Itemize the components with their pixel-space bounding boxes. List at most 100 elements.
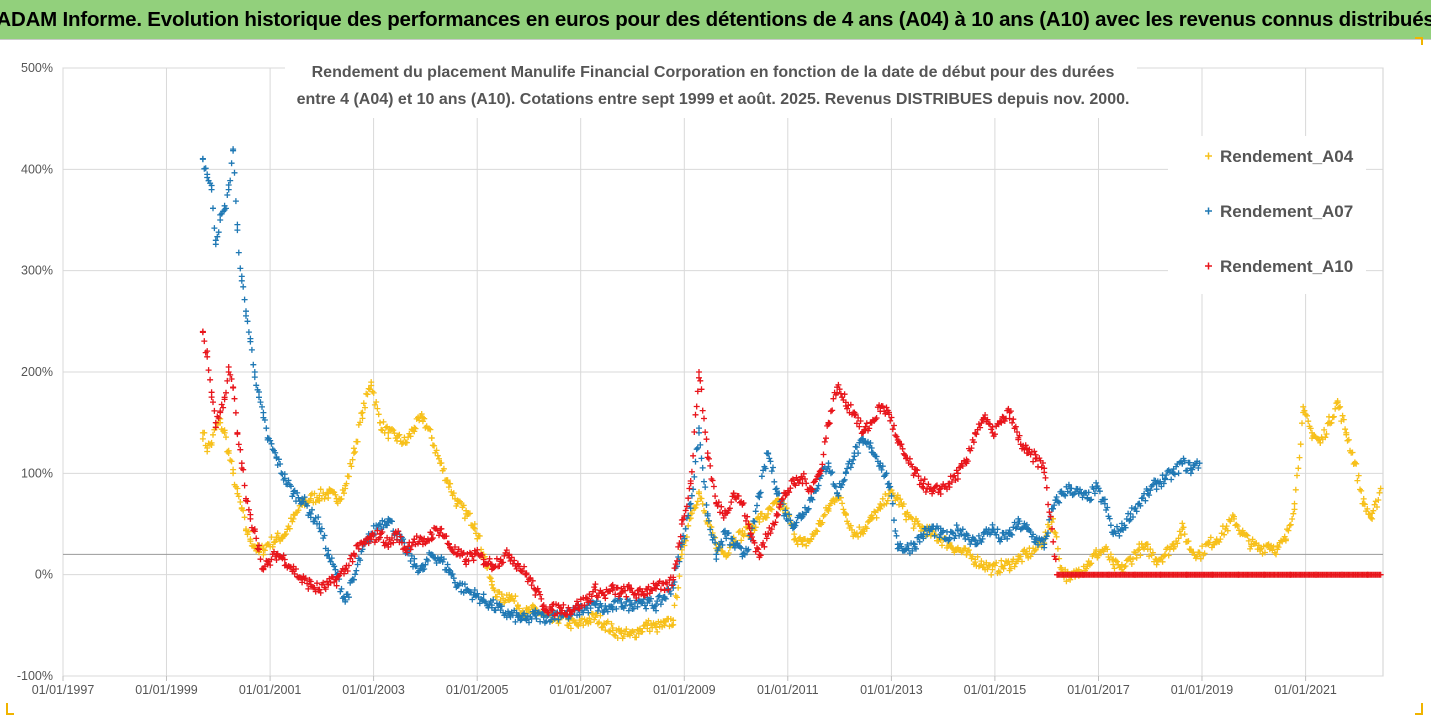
data-point [1009,419,1016,426]
data-point [549,607,556,614]
data-point [349,558,356,565]
data-point [349,456,356,463]
data-point [920,480,927,487]
data-point [972,541,979,548]
data-point [688,468,695,475]
data-point [302,575,309,582]
data-point [791,531,798,538]
data-point [752,508,759,515]
data-point [251,526,258,533]
data-point [877,404,884,411]
data-point [341,490,347,497]
data-point [815,482,822,489]
data-point [972,556,979,563]
data-point [299,495,306,502]
data-point [263,425,270,432]
data-point [1351,460,1358,467]
data-point [803,542,810,549]
data-point [1054,571,1061,578]
data-point [450,575,457,582]
data-point [930,487,937,494]
data-point [288,483,294,490]
data-point [863,525,870,532]
data-point [755,546,762,553]
data-point [245,329,252,336]
data-point [1049,525,1055,532]
data-point [818,467,825,474]
data-point [328,555,335,562]
data-point [463,586,470,593]
data-point [950,473,957,480]
data-point [648,595,654,602]
data-point [307,581,314,588]
data-point [204,348,211,355]
data-point [373,399,380,405]
data-point [488,581,495,588]
data-point [1043,484,1050,491]
data-point [860,429,867,436]
data-point [789,476,796,483]
data-point [747,531,754,538]
data-point [1006,561,1013,568]
data-point [1211,541,1218,548]
data-point [704,521,711,527]
data-point [1031,448,1038,455]
data-point [506,597,513,604]
data-point [733,496,740,503]
data-point [805,505,812,512]
data-point [345,473,352,480]
data-point [285,477,292,484]
data-point [448,571,455,578]
data-point [594,594,601,601]
data-point [238,277,245,284]
data-point [1093,551,1100,558]
data-point [1144,490,1151,497]
data-point [825,419,832,426]
data-point [389,535,395,541]
data-point [900,501,907,507]
data-point [772,519,779,526]
data-point [471,521,478,527]
data-point [901,452,908,459]
data-point [224,377,231,384]
data-point [1171,471,1178,478]
data-point [1244,532,1251,539]
data-point [497,597,504,603]
data-point [873,514,880,521]
data-point [1326,419,1332,426]
data-point [693,446,700,453]
data-point [1017,553,1024,560]
data-point [609,586,616,593]
data-point [422,561,429,568]
data-point [210,399,216,406]
data-point [411,555,418,562]
frame-corner-mark [1415,37,1423,45]
data-point [911,541,918,548]
data-point [1041,541,1048,548]
data-point [325,581,332,588]
data-point [1299,420,1305,427]
data-point [1344,437,1351,444]
data-point [555,616,562,623]
data-point [709,477,716,484]
data-point [234,490,241,497]
data-point [208,186,215,193]
data-point [851,450,858,457]
data-point [860,439,867,446]
data-point [503,547,510,554]
data-point [295,494,302,501]
data-point [1174,540,1181,547]
x-tick-label: 01/01/1999 [135,683,198,697]
data-point [1027,553,1034,560]
data-point [633,634,640,641]
data-point [653,602,659,609]
data-point [839,481,846,488]
data-point [325,551,332,558]
data-point [793,474,800,481]
data-point [480,591,487,598]
data-point [804,506,811,513]
data-point [1195,465,1202,471]
data-point [1179,526,1186,533]
data-point [728,499,735,506]
data-point [221,394,228,401]
